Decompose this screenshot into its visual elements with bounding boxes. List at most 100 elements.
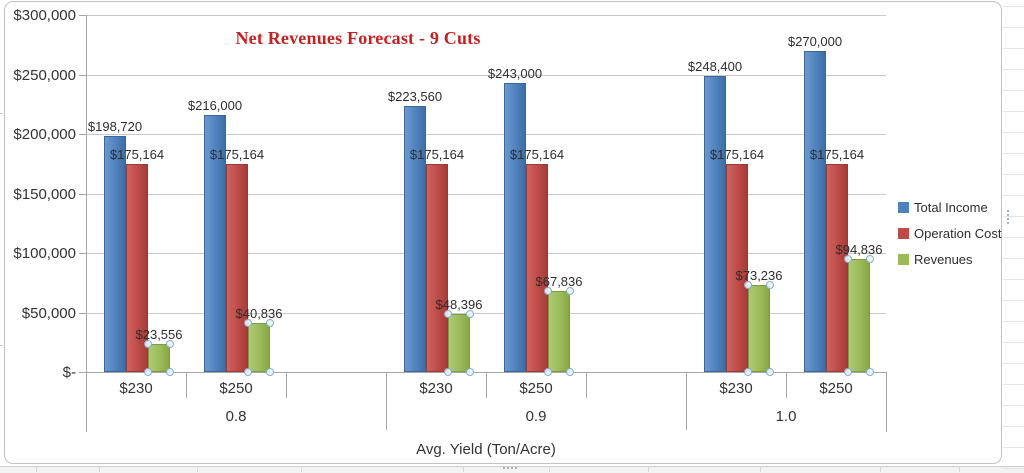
chart-resize-handle-bottom[interactable] [511,467,513,469]
plot-right-edge-line [886,372,887,432]
bar-total-income[interactable] [404,106,426,372]
y-axis-tick [79,75,86,76]
series-selection-handle [244,368,252,376]
sheet-row-line [1003,363,1024,364]
chart-resize-handle-bottom[interactable] [503,467,505,469]
data-label-revenues[interactable]: $73,236 [735,268,783,283]
bar-total-income[interactable] [104,136,126,372]
bar-total-income[interactable] [504,83,526,372]
bar-total-income[interactable] [704,76,726,372]
y-axis-label[interactable]: $100,000 [13,245,76,262]
bar-operation-cost[interactable] [426,164,448,372]
series-selection-handle [266,368,274,376]
data-label-total-income[interactable]: $223,560 [387,89,443,104]
sheet-column-line [648,466,649,472]
chart-resize-handle-right[interactable] [1007,214,1009,216]
series-selection-handle [844,255,852,263]
bar-revenues[interactable] [248,323,270,372]
series-selection-handle [566,368,574,376]
bar-operation-cost[interactable] [526,164,548,372]
sheet-row-line [1003,48,1024,49]
bar-revenues[interactable] [448,314,470,372]
legend-item-revenues[interactable]: Revenues [914,252,973,267]
data-label-revenues[interactable]: $23,556 [135,327,183,342]
data-label-total-income[interactable]: $270,000 [787,34,843,49]
data-label-revenues[interactable]: $67,836 [535,274,583,289]
y-axis-label[interactable]: $200,000 [13,126,76,143]
sheet-row-line [1003,447,1024,448]
series-selection-handle [444,368,452,376]
x-axis-group-label[interactable]: 0.9 [525,408,547,425]
y-axis-label[interactable]: $150,000 [13,186,76,203]
x-axis-group-label[interactable]: 0.8 [225,408,247,425]
data-label-total-income[interactable]: $243,000 [487,66,543,81]
sheet-row-line [1003,27,1024,28]
data-label-total-income[interactable]: $216,000 [187,98,243,113]
y-axis-label[interactable]: $- [62,364,76,381]
x-axis-category-label[interactable]: $250 [819,380,853,397]
chart-resize-handle-bottom[interactable] [507,467,509,469]
sheet-row-line [1003,279,1024,280]
sheet-edge-mark [0,113,3,114]
chart-title[interactable]: Net Revenues Forecast - 9 Cuts [235,28,481,48]
series-selection-handle [144,340,152,348]
bar-total-income[interactable] [804,51,826,372]
data-label-operation-cost[interactable]: $175,164 [509,147,565,162]
bar-revenues[interactable] [548,291,570,372]
y-axis-label[interactable]: $50,000 [21,305,76,322]
sheet-row-line [1003,384,1024,385]
chart-resize-handle-right[interactable] [1007,218,1009,220]
data-label-revenues[interactable]: $94,836 [835,242,883,257]
y-axis-tick [79,253,86,254]
bar-revenues[interactable] [748,285,770,372]
plot-gridline [86,253,886,254]
category-divider [486,372,487,398]
y-axis-label[interactable]: $300,000 [13,7,76,24]
data-label-operation-cost[interactable]: $175,164 [709,147,765,162]
series-selection-handle [466,368,474,376]
chart-resize-handle-right[interactable] [1007,210,1009,212]
sheet-row-line [1003,237,1024,238]
y-axis-tick [79,372,86,373]
y-axis-label[interactable]: $250,000 [13,67,76,84]
series-selection-handle [466,310,474,318]
data-label-total-income[interactable]: $248,400 [687,59,743,74]
x-axis-category-label[interactable]: $230 [119,380,153,397]
legend-item-total-income[interactable]: Total Income [914,200,988,215]
legend-swatch-revenues [898,254,909,265]
group-divider [686,372,687,430]
bar-operation-cost[interactable] [726,164,748,372]
series-selection-handle [544,287,552,295]
data-label-operation-cost[interactable]: $175,164 [109,147,165,162]
data-label-operation-cost[interactable]: $175,164 [209,147,265,162]
x-axis-category-label[interactable]: $250 [519,380,553,397]
x-axis-title[interactable]: Avg. Yield (Ton/Acre) [416,441,556,458]
chart-resize-handle-bottom[interactable] [515,467,517,469]
bar-operation-cost[interactable] [826,164,848,372]
y-axis-tick [79,15,86,16]
bar-revenues[interactable] [848,259,870,372]
y-axis-tick [79,313,86,314]
x-axis-category-label[interactable]: $230 [419,380,453,397]
data-label-total-income[interactable]: $198,720 [87,119,143,134]
bar-total-income[interactable] [204,115,226,372]
legend-item-operation-cost[interactable]: Operation Cost [914,226,1002,241]
sheet-row-line [1003,174,1024,175]
x-axis-category-label[interactable]: $250 [219,380,253,397]
data-label-revenues[interactable]: $40,836 [235,306,283,321]
bar-operation-cost[interactable] [226,164,248,372]
bar-revenues[interactable] [148,344,170,372]
data-label-operation-cost[interactable]: $175,164 [409,147,465,162]
series-selection-handle [544,368,552,376]
chart-resize-handle-right[interactable] [1007,222,1009,224]
spreadsheet-bottom-sliver[interactable] [0,466,1024,473]
bar-operation-cost[interactable] [126,164,148,372]
x-axis-category-label[interactable]: $230 [719,380,753,397]
sheet-row-line [1003,69,1024,70]
data-label-revenues[interactable]: $48,396 [435,297,483,312]
legend-swatch-operation-cost [898,228,909,239]
category-divider [186,372,187,398]
x-axis-group-label[interactable]: 1.0 [775,408,797,425]
data-label-operation-cost[interactable]: $175,164 [809,147,865,162]
